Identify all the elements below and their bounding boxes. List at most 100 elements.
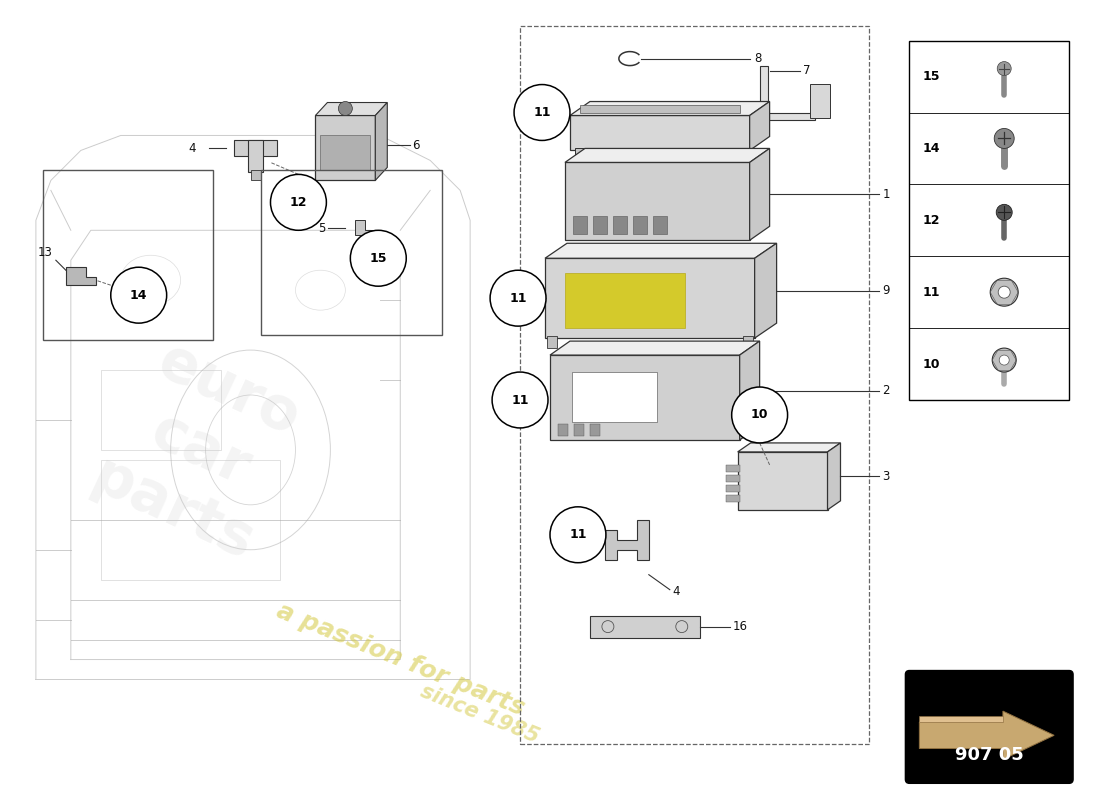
Circle shape: [491, 270, 546, 326]
Bar: [573, 216, 587, 234]
Polygon shape: [750, 102, 770, 150]
Text: 3: 3: [882, 470, 890, 483]
Text: 6: 6: [412, 139, 420, 152]
Circle shape: [994, 129, 1014, 149]
Circle shape: [998, 62, 1011, 75]
Circle shape: [111, 267, 167, 323]
Text: 7: 7: [803, 64, 810, 77]
Text: 1: 1: [882, 188, 890, 201]
Text: 10: 10: [751, 409, 769, 422]
FancyBboxPatch shape: [905, 670, 1074, 783]
Polygon shape: [544, 243, 777, 258]
Polygon shape: [570, 102, 770, 115]
Polygon shape: [316, 102, 387, 115]
Bar: [248, 141, 264, 172]
Bar: [590, 616, 700, 638]
Polygon shape: [550, 341, 760, 355]
Text: 14: 14: [130, 289, 147, 302]
Bar: [101, 460, 280, 580]
Bar: [613, 216, 627, 234]
Circle shape: [339, 102, 352, 115]
Bar: [261, 170, 442, 335]
Bar: [575, 149, 585, 162]
Text: 11: 11: [923, 286, 940, 298]
Text: 5: 5: [318, 222, 326, 234]
Polygon shape: [355, 220, 377, 242]
Polygon shape: [920, 711, 1054, 759]
Polygon shape: [920, 716, 1003, 722]
Text: 4: 4: [673, 585, 680, 598]
Text: 10: 10: [923, 358, 940, 370]
Text: 12: 12: [923, 214, 940, 227]
Bar: [593, 216, 607, 234]
Polygon shape: [738, 443, 840, 452]
Text: 12: 12: [289, 196, 307, 209]
Circle shape: [350, 230, 406, 286]
Circle shape: [492, 372, 548, 428]
Circle shape: [550, 507, 606, 562]
Bar: [320, 135, 371, 170]
Bar: [726, 465, 739, 472]
Bar: [652, 216, 667, 234]
Circle shape: [990, 278, 1019, 306]
Bar: [590, 424, 600, 436]
Bar: [726, 495, 739, 502]
Polygon shape: [605, 520, 649, 560]
Bar: [233, 141, 277, 157]
Text: 14: 14: [923, 142, 940, 155]
Text: 9: 9: [882, 284, 890, 297]
Text: 8: 8: [755, 52, 762, 65]
Circle shape: [998, 286, 1010, 298]
Text: 16: 16: [733, 620, 748, 633]
Polygon shape: [739, 341, 760, 440]
Bar: [574, 424, 584, 436]
Circle shape: [999, 355, 1009, 365]
Circle shape: [514, 85, 570, 141]
Bar: [570, 115, 750, 150]
Bar: [580, 105, 739, 113]
Text: 11: 11: [534, 106, 551, 119]
Bar: [632, 216, 647, 234]
Circle shape: [732, 387, 788, 443]
Text: 13: 13: [39, 246, 53, 258]
Bar: [316, 115, 375, 180]
Bar: [547, 336, 557, 348]
Bar: [520, 26, 869, 745]
Circle shape: [997, 204, 1012, 220]
Text: 15: 15: [370, 252, 387, 265]
Bar: [544, 258, 755, 338]
Polygon shape: [760, 66, 814, 121]
Bar: [101, 370, 221, 450]
Polygon shape: [755, 243, 777, 338]
Text: 2: 2: [882, 384, 890, 397]
Text: 11: 11: [569, 528, 586, 542]
Polygon shape: [375, 102, 387, 180]
Bar: [572, 372, 657, 422]
Bar: [565, 274, 685, 328]
Bar: [910, 41, 1069, 400]
Text: 11: 11: [512, 394, 529, 406]
Bar: [726, 475, 739, 482]
Bar: [558, 424, 568, 436]
Text: since 1985: since 1985: [418, 682, 542, 747]
Text: 15: 15: [923, 70, 940, 83]
Polygon shape: [565, 149, 770, 162]
Text: 11: 11: [509, 292, 527, 305]
Text: 907 05: 907 05: [955, 746, 1024, 764]
Bar: [726, 485, 739, 492]
Circle shape: [992, 348, 1016, 372]
Polygon shape: [750, 149, 770, 240]
Polygon shape: [827, 443, 840, 510]
Bar: [550, 355, 739, 440]
Bar: [742, 336, 752, 348]
Bar: [251, 170, 261, 180]
Bar: [565, 162, 750, 240]
Circle shape: [271, 174, 327, 230]
Bar: [43, 170, 212, 340]
Bar: [738, 452, 827, 510]
Text: a passion for parts: a passion for parts: [273, 598, 528, 721]
Bar: [810, 83, 829, 118]
Text: euro
car
parts: euro car parts: [82, 328, 319, 572]
Bar: [735, 149, 745, 162]
Text: 4: 4: [188, 142, 196, 155]
